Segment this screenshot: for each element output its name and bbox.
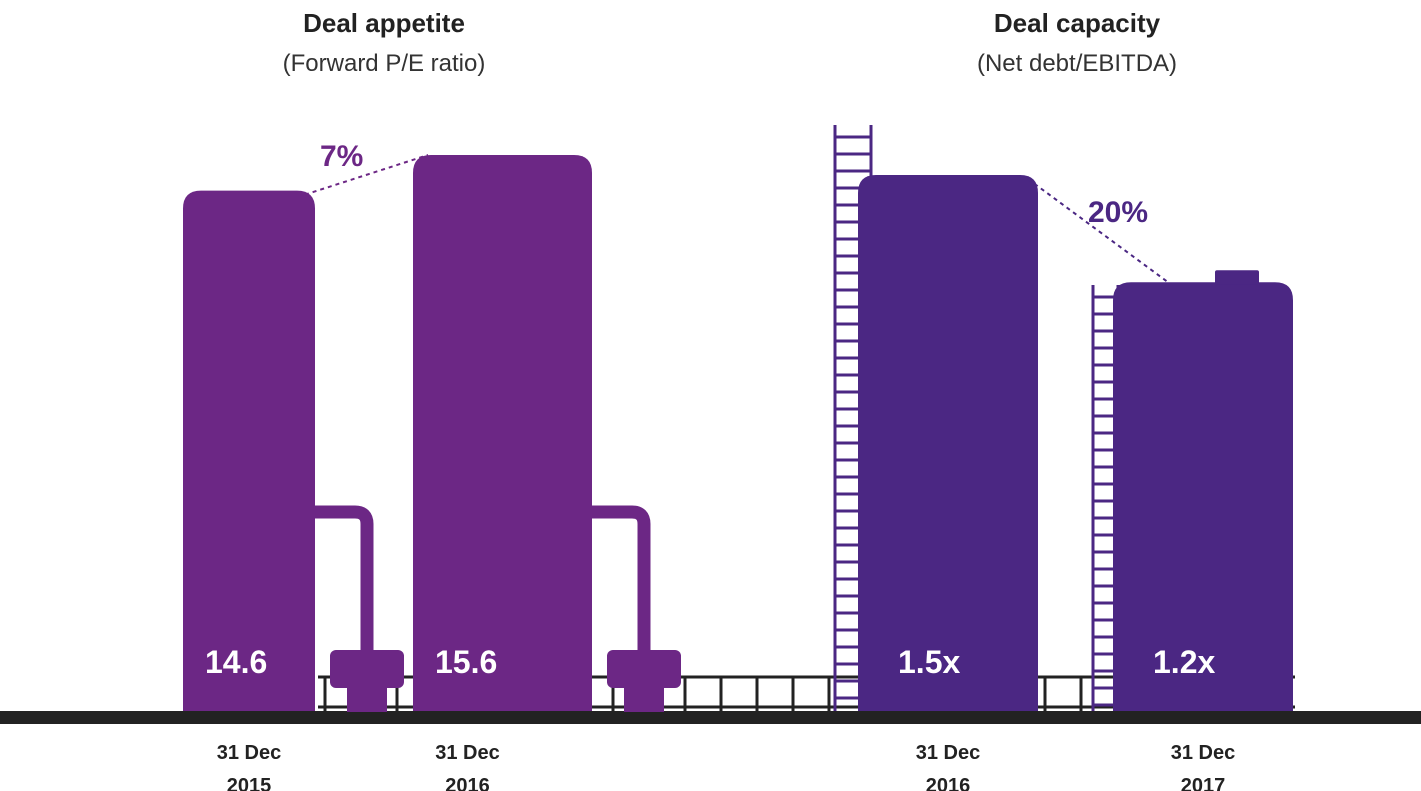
change-connector: [304, 154, 429, 196]
bar: [183, 190, 315, 712]
tank-cap: [1215, 270, 1259, 285]
chart-subtitle: (Net debt/EBITDA): [976, 50, 1178, 77]
pipe: [587, 505, 651, 660]
chart-title: Deal appetite: [303, 8, 465, 38]
chart-subtitle: (Forward P/E ratio): [282, 50, 486, 77]
value-label: 14.6: [205, 644, 268, 680]
x-tick-label: 31 Dec 2017: [1170, 742, 1236, 791]
value-label: 1.2x: [1153, 644, 1216, 680]
change-connector: [1027, 178, 1169, 284]
bar: [858, 175, 1038, 711]
x-tick-label: 31 Dec 2016: [435, 742, 500, 791]
change-annotation: 7%: [320, 140, 364, 173]
valve: [607, 650, 681, 688]
change-annotation: 20%: [1088, 196, 1149, 229]
valve: [330, 650, 404, 688]
x-tick-label: 31 Dec 2016: [915, 742, 981, 791]
ground: [0, 711, 1421, 724]
value-label: 1.5x: [898, 644, 961, 680]
bar: [1113, 282, 1293, 711]
bar: [413, 155, 592, 711]
x-tick-label: 31 Dec 2015: [216, 742, 282, 791]
chart-title: Deal capacity: [993, 8, 1161, 38]
pipe: [310, 505, 374, 660]
value-label: 15.6: [435, 644, 498, 680]
